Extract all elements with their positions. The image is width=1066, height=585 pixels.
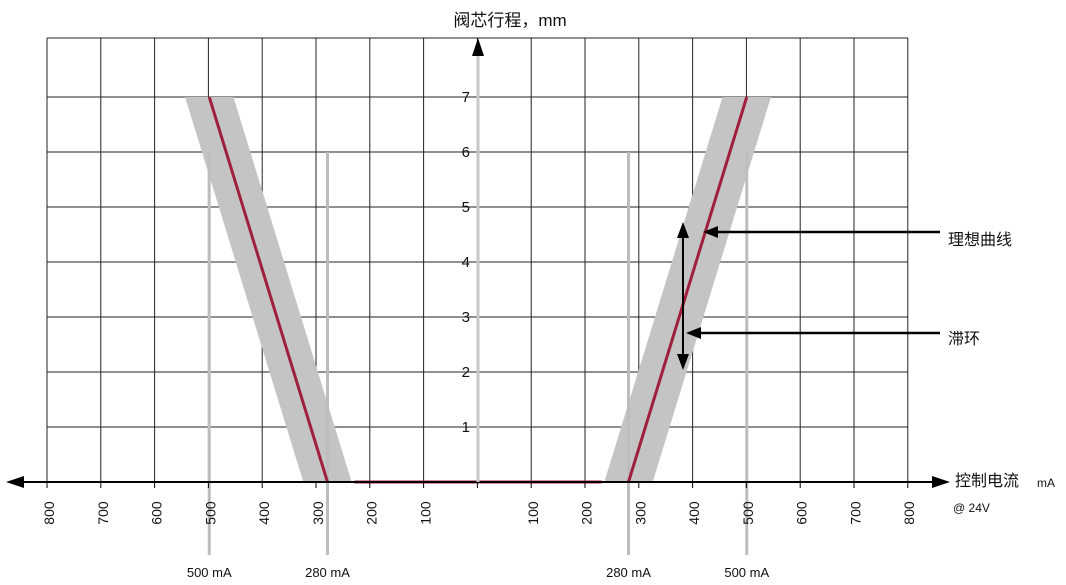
reference-label: 500 mA [724, 565, 769, 580]
x-axis-arrow-right [932, 476, 950, 488]
x-axis-label: 控制电流 [955, 472, 1019, 490]
x-tick-label: 200 [364, 501, 380, 525]
hysteresis-pointer-head [686, 327, 701, 339]
x-tick-label: 200 [579, 501, 595, 525]
reference-label: 500 mA [187, 565, 232, 580]
y-tick-label: 2 [462, 364, 470, 381]
y-tick-label: 7 [462, 89, 470, 106]
y-tick-label: 3 [462, 309, 470, 326]
hysteresis-span-arrow-top [677, 222, 689, 238]
x-tick-label: 800 [41, 501, 57, 525]
x-tick-label: 100 [417, 501, 433, 525]
x-tick-label: 600 [149, 501, 165, 525]
tick-labels: 800 700 600 500 400 300 200 100 100 200 300 400 500 6… [41, 89, 917, 525]
ideal-curve-segment [627, 96, 749, 483]
y-tick-label: 4 [462, 254, 470, 271]
y-axis-arrow [472, 38, 484, 56]
x-tick-label: 100 [525, 501, 541, 525]
x-tick-label: 300 [632, 501, 648, 525]
reference-label: 280 mA [606, 565, 651, 580]
y-axis-label: 阀芯行程，mm [453, 11, 566, 30]
y-tick-label: 1 [462, 419, 470, 436]
hysteresis-label: 滞环 [948, 330, 980, 348]
reference-label: 280 mA [305, 565, 350, 580]
x-tick-label: 800 [901, 501, 917, 525]
y-tick-label: 5 [462, 199, 470, 216]
ideal-curve-pointer-head [703, 226, 718, 238]
hysteresis-span-arrow-bottom [677, 354, 689, 370]
x-axis-note: @ 24V [953, 501, 990, 515]
ideal-curve-segment [207, 96, 329, 483]
x-tick-label: 500 [202, 501, 218, 525]
x-tick-label: 400 [256, 501, 272, 525]
x-tick-label: 500 [740, 501, 756, 525]
x-axis-unit: mA [1037, 476, 1055, 490]
x-axis-arrow-left [6, 476, 24, 488]
reference-lines: 500 mA 280 mA 280 mA 500 mA [187, 152, 769, 580]
x-tick-label: 700 [95, 501, 111, 525]
x-tick-label: 400 [686, 501, 702, 525]
axes [6, 38, 950, 488]
ideal-curve-label: 理想曲线 [948, 231, 1012, 249]
y-tick-label: 6 [462, 144, 470, 161]
x-tick-label: 300 [310, 501, 326, 525]
x-tick-label: 700 [847, 501, 863, 525]
annotations: 阀芯行程，mm 控制电流 mA @ 24V 理想曲线 滞环 [453, 11, 1055, 515]
x-tick-label: 600 [794, 501, 810, 525]
